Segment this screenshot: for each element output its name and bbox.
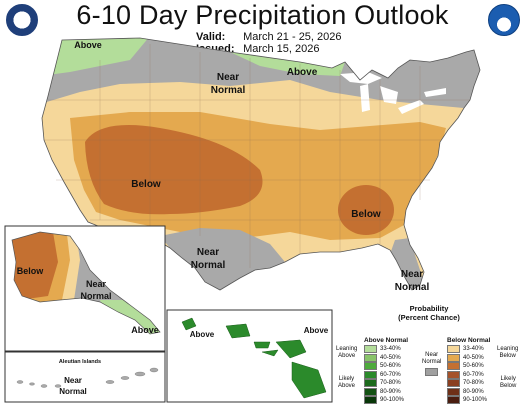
legend-above-label: 90-100% (380, 397, 405, 404)
legend-above-label: 60-70% (380, 371, 401, 378)
legend-above-entry: 50-60% (364, 362, 408, 371)
label-aleutian-near-2: Normal (59, 387, 87, 396)
legend-above-label: 33-40% (380, 346, 401, 353)
legend-above-entry: 90-100% (364, 396, 408, 405)
label-near-texas-2: Normal (191, 260, 226, 271)
legend-above-swatch (364, 396, 377, 405)
label-hawaii-above-right: Above (304, 326, 329, 335)
legend-above-entry: 40-50% (364, 353, 408, 363)
legend-above-label: 50-60% (380, 363, 401, 370)
noaa-logo-icon (488, 4, 520, 36)
noaa-cpc-seal-icon (6, 4, 38, 36)
legend-title-1: Probability (409, 304, 449, 313)
hawaii-islands (181, 317, 327, 399)
legend-leaning-above: Leaning Above (336, 346, 358, 359)
above-nw (42, 38, 150, 76)
legend-likely-above: Likely Above (338, 376, 356, 389)
legend-below-header: Below Normal (447, 337, 491, 344)
label-hawaii-above-left: Above (190, 330, 215, 339)
legend-below-label: 70-80% (463, 380, 484, 387)
label-alaska-near-1: Near (86, 279, 107, 289)
legend-below-entry: 80-90% (447, 387, 490, 397)
label-below-southeast: Below (351, 209, 381, 220)
label-aleutian-near-1: Near (64, 376, 82, 385)
legend-likely-below: Likely Below (500, 376, 517, 389)
label-below-southwest: Below (131, 179, 161, 190)
lake-superior (340, 72, 382, 84)
legend-above-entry: 33-40% (364, 345, 408, 354)
legend-above-label: 40-50% (380, 354, 401, 361)
legend-below-label: 33-40% (463, 346, 484, 353)
legend-below-entry: 40-50% (447, 353, 490, 363)
label-near-florida-2: Normal (395, 282, 430, 293)
page-title: 6-10 Day Precipitation Outlook (76, 0, 449, 30)
legend-above-entry: 60-70% (364, 370, 408, 380)
legend-below-swatch (447, 387, 460, 396)
legend-above-swatch (364, 345, 377, 354)
aleutian-islands (16, 367, 159, 388)
aleutian-inset-frame (4, 351, 166, 403)
valid-value: March 21 - 25, 2026 (243, 31, 342, 43)
legend-below-swatch (447, 353, 460, 362)
valid-line: Valid: March 21 - 25, 2026 (196, 31, 342, 43)
legend-above-column: Above Normal 33-40% 40-50% 50-60% 60-70% 70-… (364, 337, 408, 405)
below-50-60-southwest (85, 125, 263, 215)
legend-above-swatch (364, 370, 377, 379)
lake-ontario (424, 88, 446, 97)
valid-label: Valid: (196, 31, 226, 43)
legend-below-swatch (447, 362, 460, 371)
legend-below-label: 80-90% (463, 388, 484, 395)
legend-below-entry: 33-40% (447, 345, 490, 354)
legend-below-entry: 70-80% (447, 379, 490, 388)
conus-region (42, 38, 480, 290)
legend-below-column: Below Normal 33-40% 40-50% 50-60% 60-70% 70-… (447, 337, 490, 405)
legend-below-label: 50-60% (463, 363, 484, 370)
legend-above-label: 70-80% (380, 380, 401, 387)
legend-near-normal: Near Normal (422, 352, 441, 376)
legend-below-swatch (447, 345, 460, 354)
label-above-nw: Above (74, 40, 102, 50)
legend-above-swatch (364, 362, 377, 371)
legend: Probability (Percent Chance) Leaning Abov… (334, 304, 524, 405)
label-aleutian-title: Aleutian Islands (59, 359, 101, 365)
lake-michigan (360, 84, 370, 112)
legend-above-entry: 70-80% (364, 379, 408, 388)
legend-below-label: 40-50% (463, 354, 484, 361)
legend-below-entry: 50-60% (447, 362, 490, 371)
legend-title-2: (Percent Chance) (398, 313, 460, 322)
legend-below-swatch (447, 370, 460, 379)
legend-below-swatch (447, 379, 460, 388)
label-near-north-2: Normal (211, 85, 246, 96)
near-normal-texas (160, 228, 285, 290)
label-above-north: Above (287, 67, 318, 78)
label-near-florida-1: Near (401, 269, 423, 280)
label-near-texas-1: Near (197, 247, 219, 258)
legend-below-entry: 90-100% (447, 396, 490, 405)
legend-above-label: 80-90% (380, 388, 401, 395)
legend-above-swatch (364, 353, 377, 362)
legend-above-header: Above Normal (364, 337, 409, 344)
near-normal-florida (390, 238, 424, 290)
label-near-north-1: Near (217, 72, 239, 83)
legend-near-swatch (425, 368, 439, 376)
issued-value: March 15, 2026 (243, 43, 320, 55)
label-alaska-below: Below (17, 266, 45, 276)
lake-erie (398, 100, 424, 114)
legend-above-swatch (364, 379, 377, 388)
alaska-outline (11, 231, 161, 335)
legend-below-swatch (447, 396, 460, 405)
legend-below-label: 60-70% (463, 371, 484, 378)
legend-above-swatch (364, 387, 377, 396)
label-alaska-above: Above (131, 325, 159, 335)
lake-huron (380, 86, 398, 104)
legend-below-entry: 60-70% (447, 370, 490, 380)
label-alaska-near-2: Normal (80, 291, 111, 301)
legend-above-entry: 80-90% (364, 387, 408, 397)
state-borders (44, 44, 470, 268)
legend-below-label: 90-100% (463, 397, 488, 404)
legend-leaning-below: Leaning Below (497, 346, 519, 359)
